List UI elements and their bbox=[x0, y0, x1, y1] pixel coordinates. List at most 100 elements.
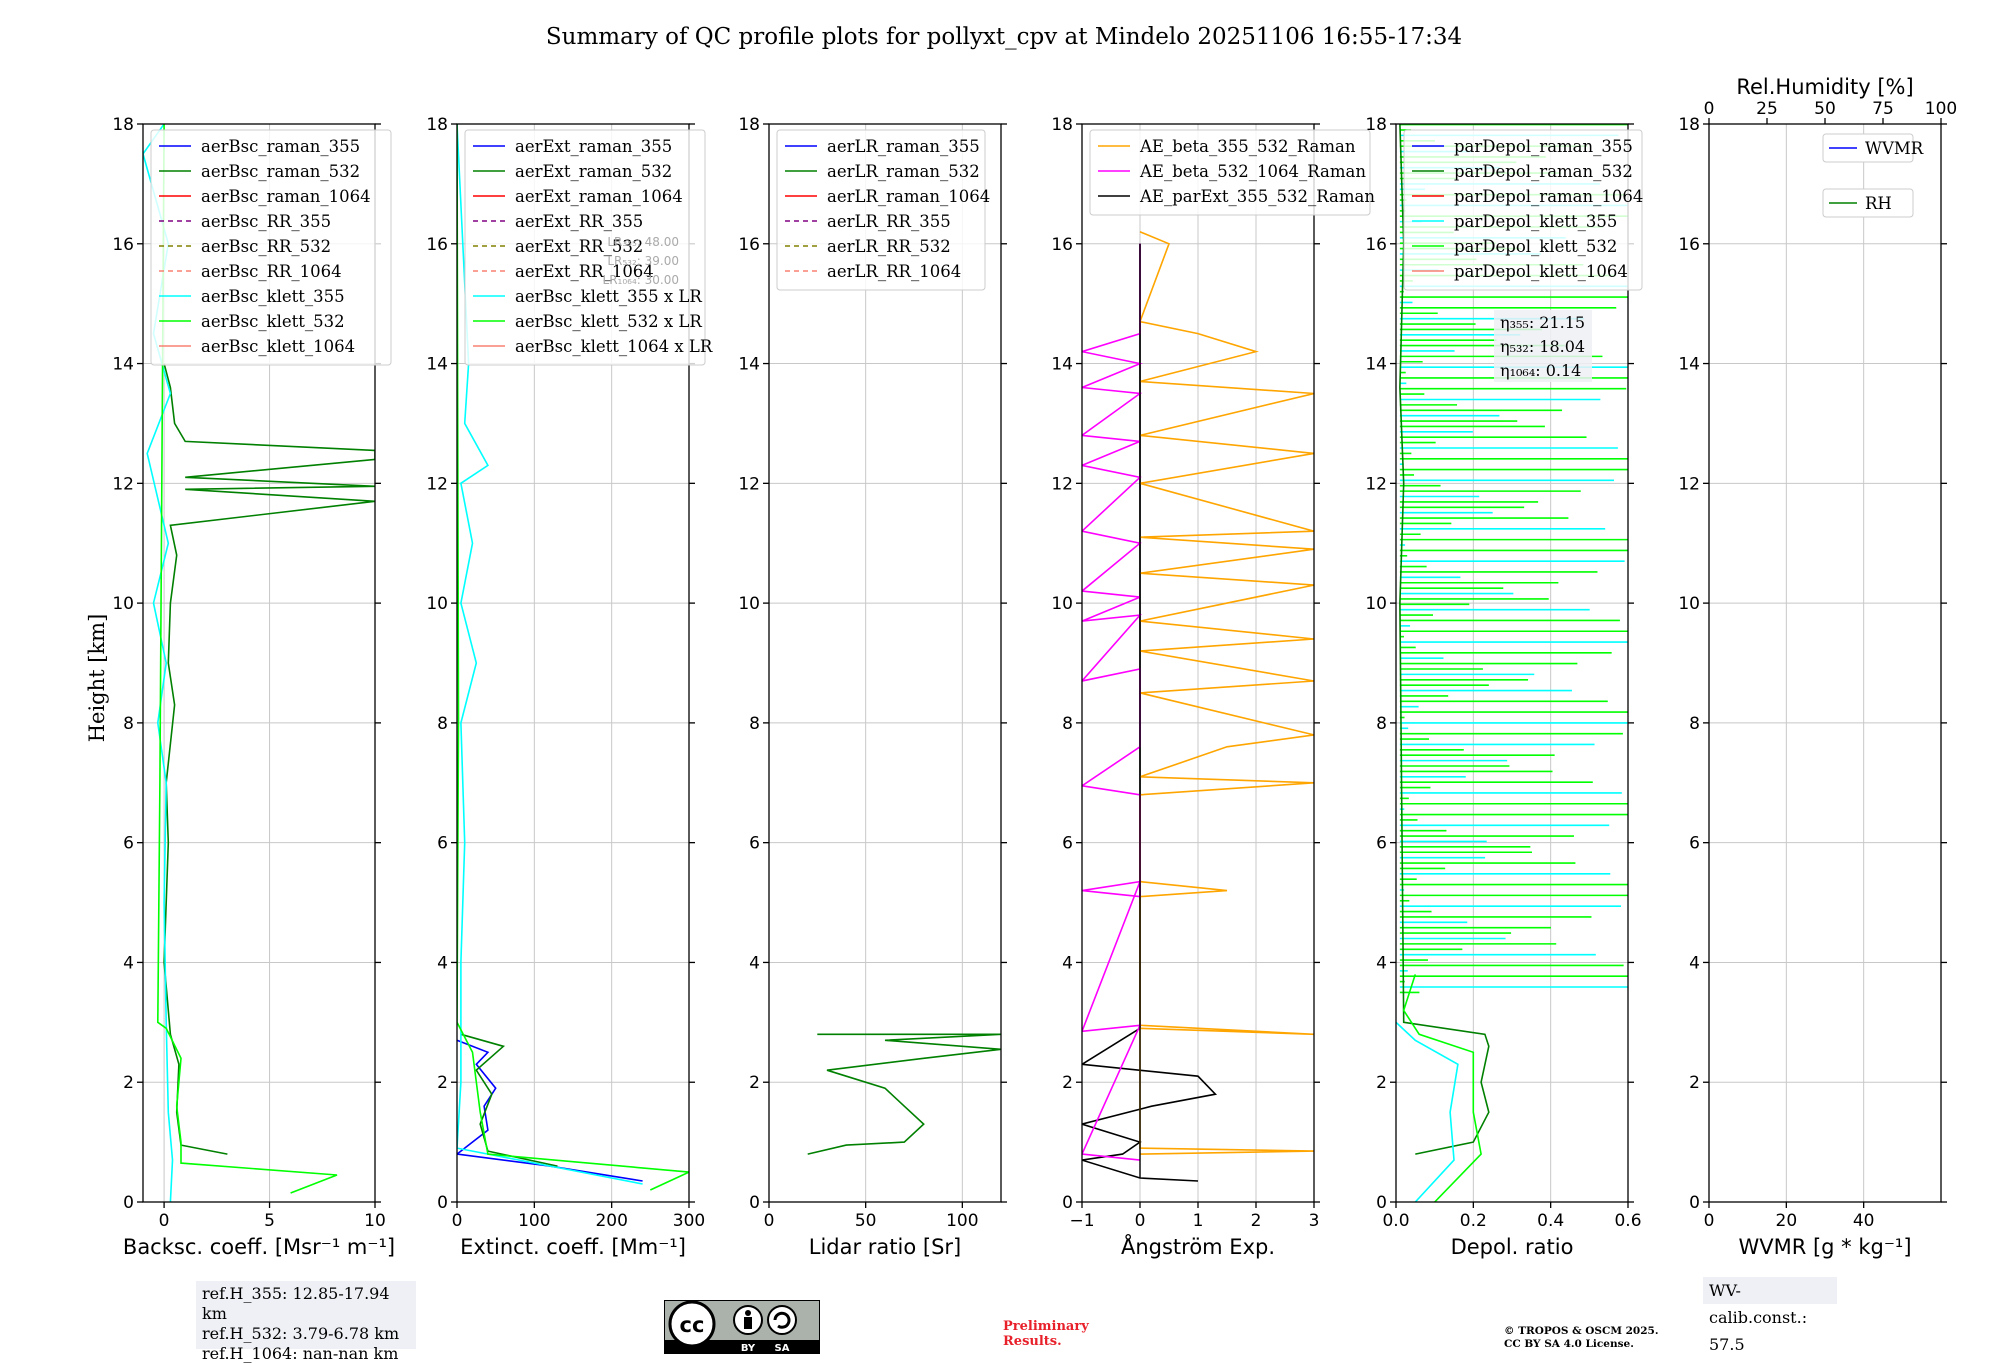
x-tick-label: 100 bbox=[518, 1211, 550, 1231]
y-tick-label: 12 bbox=[426, 474, 448, 494]
y-tick-label: 18 bbox=[426, 115, 448, 135]
legend-label: aerLR_RR_355 bbox=[827, 212, 951, 231]
y-tick-label: 16 bbox=[738, 235, 760, 255]
cc-badge-sa: SA bbox=[775, 1343, 790, 1354]
legend-label: aerExt_RR_355 bbox=[515, 212, 643, 231]
y-tick-label: 0 bbox=[1062, 1193, 1073, 1213]
x-tick-label: 0 bbox=[159, 1211, 170, 1231]
x-tick-label: 40 bbox=[1853, 1211, 1875, 1231]
series-layer bbox=[807, 1033, 1001, 1155]
series-line-aerBsc_klett_355 x LR bbox=[457, 124, 643, 1185]
x-tick-label: 0 bbox=[452, 1211, 463, 1231]
series-layer bbox=[457, 124, 689, 1191]
legend-box bbox=[464, 129, 706, 366]
y-tick-label: 10 bbox=[1051, 594, 1073, 614]
x-axis-label: Lidar ratio [Sr] bbox=[809, 1235, 962, 1259]
y-tick-label: 4 bbox=[123, 953, 134, 973]
legend-label: aerBsc_RR_532 bbox=[201, 237, 331, 256]
legend-label: parDepol_raman_532 bbox=[1454, 162, 1633, 181]
legend-label: AE_beta_355_532_Raman bbox=[1139, 137, 1356, 156]
top-x-tick-label: 25 bbox=[1756, 99, 1778, 119]
y-tick-label: 6 bbox=[123, 834, 134, 854]
y-tick-label: 8 bbox=[749, 714, 760, 734]
x-tick-label: 100 bbox=[946, 1211, 978, 1231]
y-tick-label: 18 bbox=[738, 115, 760, 135]
y-tick-label: 14 bbox=[1051, 355, 1073, 375]
x-axis-label: Extinct. coeff. [Mm⁻¹] bbox=[460, 1235, 686, 1259]
copyright-notice: © TROPOS & OSCM 2025. CC BY SA 4.0 Licen… bbox=[1504, 1325, 1659, 1351]
legend-label: aerLR_RR_532 bbox=[827, 237, 951, 256]
y-tick-label: 8 bbox=[437, 714, 448, 734]
legend-label: aerLR_raman_1064 bbox=[827, 187, 990, 206]
legend-label: aerBsc_raman_532 bbox=[201, 162, 360, 181]
top-x-tick-label: 50 bbox=[1814, 99, 1836, 119]
x-tick-label: 0 bbox=[1135, 1211, 1146, 1231]
legend-label: AE_beta_532_1064_Raman bbox=[1139, 162, 1366, 181]
legend-label: aerLR_RR_1064 bbox=[827, 262, 961, 281]
series-line-parDepol_raman_532 bbox=[1399, 124, 1490, 1155]
x-tick-label: 1 bbox=[1193, 1211, 1204, 1231]
series-line-aerBsc_klett_532 x LR bbox=[457, 124, 689, 1191]
legend-label: aerLR_raman_532 bbox=[827, 162, 980, 181]
y-tick-label: 14 bbox=[112, 355, 134, 375]
x-tick-label: 0.2 bbox=[1460, 1211, 1487, 1231]
y-tick-label: 18 bbox=[1365, 115, 1387, 135]
series-line-AE_beta_532_1064_Raman bbox=[1082, 243, 1143, 1161]
legend-label: parDepol_klett_1064 bbox=[1454, 262, 1628, 281]
copyright-line-1: © TROPOS & OSCM 2025. bbox=[1504, 1325, 1659, 1337]
x-tick-label: 3 bbox=[1309, 1211, 1320, 1231]
x-axis-label: WVMR [g * kg⁻¹] bbox=[1738, 1235, 1911, 1259]
x-tick-label: 0 bbox=[1704, 1211, 1715, 1231]
reference-height-box: ref.H_355: 12.85-17.94 km ref.H_532: 3.7… bbox=[196, 1281, 416, 1363]
legend-label: WVMR bbox=[1865, 139, 1924, 158]
y-tick-label: 6 bbox=[1062, 834, 1073, 854]
y-tick-label: 18 bbox=[112, 115, 134, 135]
legend-box bbox=[1822, 188, 1914, 218]
y-tick-label: 12 bbox=[1678, 474, 1700, 494]
legend-box bbox=[776, 129, 986, 291]
eta-annotation: η₃₅₅: 21.15 bbox=[1500, 313, 1585, 332]
legend-label: parDepol_raman_355 bbox=[1454, 137, 1633, 156]
y-tick-label: 16 bbox=[112, 235, 134, 255]
y-tick-label: 8 bbox=[1689, 714, 1700, 734]
y-tick-label: 12 bbox=[112, 474, 134, 494]
y-tick-label: 18 bbox=[1051, 115, 1073, 135]
plot-frame bbox=[456, 123, 690, 1203]
legend-label: aerBsc_raman_355 bbox=[201, 137, 360, 156]
top-x-tick-label: 100 bbox=[1925, 99, 1957, 119]
legend-label: aerLR_raman_355 bbox=[827, 137, 980, 156]
x-axis-label: Depol. ratio bbox=[1451, 1235, 1574, 1259]
y-tick-label: 14 bbox=[1678, 355, 1700, 375]
top-x-axis-label: Rel.Humidity [%] bbox=[1736, 75, 1913, 99]
y-tick-label: 16 bbox=[426, 235, 448, 255]
y-tick-label: 14 bbox=[426, 355, 448, 375]
y-tick-label: 16 bbox=[1051, 235, 1073, 255]
y-tick-label: 4 bbox=[1376, 953, 1387, 973]
legend-label: aerExt_raman_1064 bbox=[515, 187, 683, 206]
y-tick-label: 6 bbox=[749, 834, 760, 854]
x-tick-label: 0 bbox=[764, 1211, 775, 1231]
eta-annotation: η₅₃₂: 18.04 bbox=[1500, 337, 1585, 356]
series-line-parDepol_klett_532 bbox=[1402, 974, 1482, 1202]
y-tick-label: 18 bbox=[1678, 115, 1700, 135]
legend-label: aerExt_raman_532 bbox=[515, 162, 672, 181]
series-line-AE_parExt_355_532_Raman bbox=[1082, 243, 1218, 1182]
legend-label: aerBsc_klett_532 bbox=[201, 312, 345, 331]
y-tick-label: 12 bbox=[1051, 474, 1073, 494]
x-tick-label: 0.0 bbox=[1382, 1211, 1409, 1231]
preliminary-line-2: Results. bbox=[1003, 1334, 1062, 1349]
legend-box bbox=[150, 129, 392, 366]
plot-frame bbox=[768, 123, 1002, 1203]
lr-annotation: LR₅₃₂: 39.00 bbox=[607, 254, 679, 268]
legend-label: aerBsc_RR_1064 bbox=[201, 262, 342, 281]
series-line-aerLR_raman_532 bbox=[807, 1033, 1001, 1155]
legend-box bbox=[1822, 133, 1914, 163]
legend-label: parDepol_klett_532 bbox=[1454, 237, 1617, 256]
x-tick-label: 50 bbox=[855, 1211, 877, 1231]
y-tick-label: 10 bbox=[426, 594, 448, 614]
y-tick-label: 0 bbox=[123, 1193, 134, 1213]
x-tick-label: 2 bbox=[1251, 1211, 1262, 1231]
x-tick-label: −1 bbox=[1069, 1211, 1094, 1231]
panel-extinction: 0 2 4 6 8 10 12 14 16 18 0 100 200 300 Extinct. coeff.… bbox=[426, 115, 713, 1259]
